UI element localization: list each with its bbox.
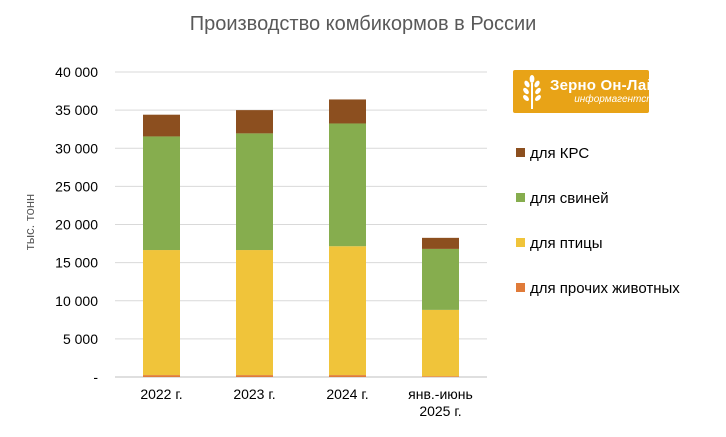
bar-segment [329,375,366,377]
y-axis: - 5 000 10 000 15 000 20 000 25 000 30 000 35 0… [55,64,98,385]
y-tick-label: 15 000 [55,255,98,271]
legend-swatch [516,148,525,157]
bar-segment [143,136,180,251]
legend-swatch [516,283,525,292]
legend-swatch [516,193,525,202]
y-tick-label: 20 000 [55,217,98,233]
y-tick-label: 30 000 [55,140,98,156]
x-tick-label: 2025 г. [419,403,461,419]
bar-segment [236,133,273,251]
x-tick-label: 2024 г. [326,386,368,402]
y-tick-label: 35 000 [55,102,98,118]
bar-segment [422,309,459,377]
y-tick-label: 40 000 [55,64,98,80]
x-tick-label: 2023 г. [233,386,275,402]
legend: для КРС для свиней для птицы для прочих жив… [516,145,680,297]
bar-segment [422,237,459,249]
y-axis-label: тыс. тонн [22,194,37,250]
logo-subtitle: информагентство [574,94,666,105]
x-tick-label: янв.-июнь [408,386,473,402]
legend-label: для птицы [530,235,603,252]
bar-segment [143,114,180,137]
legend-swatch [516,238,525,247]
bar-segment [143,250,180,376]
logo: Зерно Он-Лайн информагентство [513,70,665,113]
bars [143,99,459,377]
y-tick-label: 5 000 [63,331,98,347]
y-tick-label: 25 000 [55,178,98,194]
logo-name: Зерно Он-Лайн [550,77,666,94]
bar-segment [329,123,366,247]
legend-label: для свиней [530,190,609,207]
bar-segment [236,250,273,376]
x-tick-label: 2022 г. [140,386,182,402]
bar-segment [236,110,273,134]
bar-segment [236,375,273,377]
bar-segment [329,99,366,124]
y-tick-label: - [93,369,98,385]
bar-segment [329,246,366,376]
wheat-icon [523,74,541,109]
bar-segment [422,248,459,310]
bar-segment [143,375,180,377]
chart-title: Производство комбикормов в России [190,13,537,35]
legend-label: для КРС [530,145,589,162]
y-tick-label: 10 000 [55,293,98,309]
legend-label: для прочих животных [530,280,680,297]
bar-segment [422,376,459,377]
